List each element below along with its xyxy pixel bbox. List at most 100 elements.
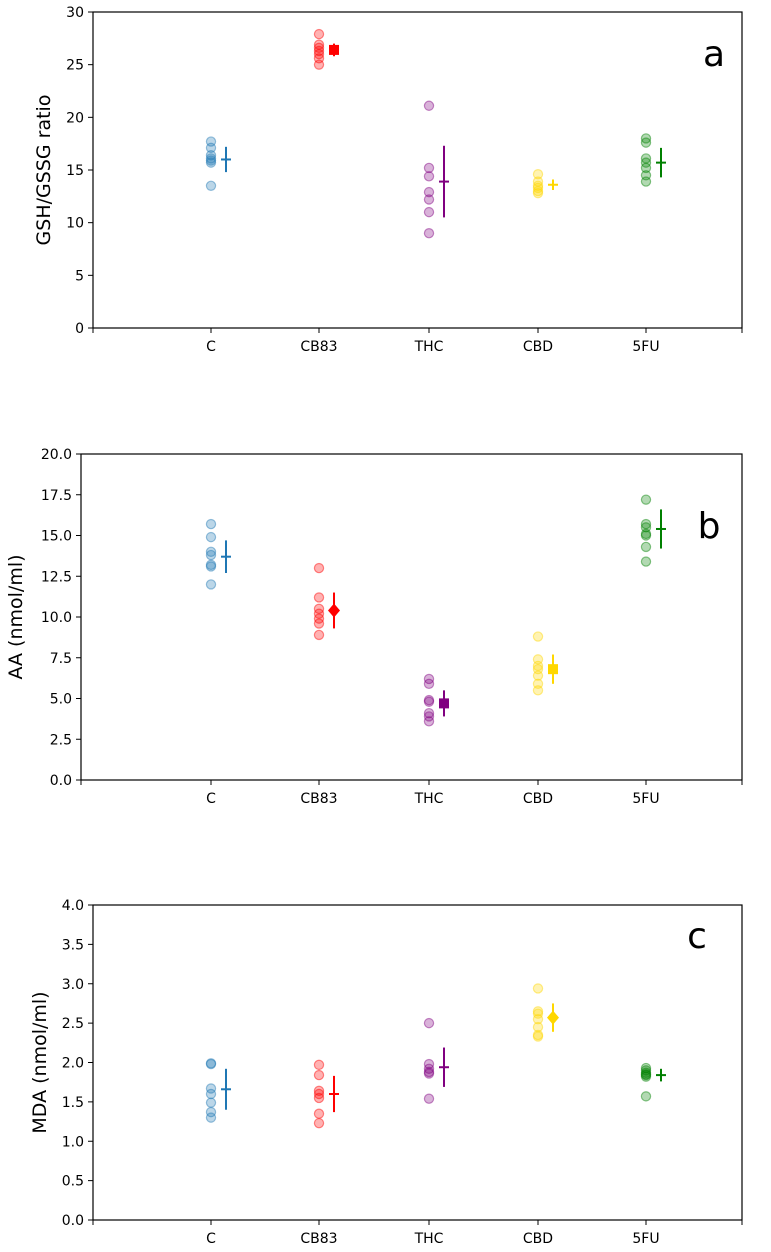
panel-label: b [698, 506, 721, 547]
data-point [313, 618, 325, 629]
data-point [640, 157, 652, 168]
data-point [423, 162, 435, 174]
data-point [205, 1097, 217, 1108]
y-tick-label: 5 [75, 268, 84, 284]
y-tick-label: 30 [66, 5, 84, 21]
data-point [423, 1063, 435, 1075]
data-point [532, 169, 544, 180]
y-tick-label: 0.0 [50, 773, 72, 789]
data-point [423, 696, 435, 707]
data-point [640, 137, 652, 148]
data-point [205, 531, 217, 543]
data-point [532, 983, 544, 994]
mean-marker [547, 1010, 559, 1025]
x-tick-label: C [206, 1231, 216, 1247]
data-point [313, 42, 325, 54]
data-point [313, 48, 325, 60]
data-point [640, 1062, 652, 1074]
data-point [423, 206, 435, 218]
y-tick-label: 2.5 [62, 1016, 84, 1032]
data-point [313, 1069, 325, 1081]
data-point [532, 187, 544, 199]
data-point [313, 613, 325, 624]
data-point [313, 28, 325, 40]
data-point [205, 518, 217, 530]
data-point [205, 1058, 217, 1070]
y-tick-label: 0.5 [62, 1174, 84, 1190]
data-point [532, 1029, 544, 1041]
y-tick-label: 17.5 [41, 488, 72, 504]
x-tick-label: C [206, 791, 216, 807]
y-tick-label: 1.0 [62, 1134, 84, 1150]
data-point [423, 186, 435, 198]
x-tick-label: CB83 [300, 339, 337, 355]
y-tick-label: 10.0 [41, 610, 72, 626]
data-point [313, 1117, 325, 1129]
data-point [205, 157, 217, 168]
data-point [423, 673, 435, 685]
y-tick-label: 3.5 [62, 937, 84, 953]
y-axis-label: GSH/GSSG ratio [33, 95, 55, 246]
x-tick-label: C [206, 339, 216, 355]
data-point [640, 494, 652, 505]
data-point [640, 541, 652, 553]
y-tick-label: 20 [66, 110, 84, 126]
mean-marker [329, 44, 339, 55]
data-point [205, 155, 217, 166]
data-point [205, 579, 217, 590]
y-tick-label: 15 [66, 163, 84, 179]
mean-marker [328, 603, 340, 618]
data-point [423, 694, 435, 706]
data-point [205, 1058, 217, 1069]
data-point [640, 153, 652, 164]
data-point [423, 194, 435, 205]
data-point [640, 528, 652, 540]
y-tick-label: 3.0 [62, 977, 84, 993]
data-point [532, 182, 544, 194]
data-point [532, 678, 544, 690]
data-point [313, 39, 325, 50]
data-point [423, 1066, 435, 1078]
y-tick-label: 7.5 [50, 651, 72, 667]
data-point [532, 685, 544, 696]
data-point [313, 562, 325, 574]
y-tick-label: 20.0 [41, 447, 72, 463]
data-point [532, 1006, 544, 1017]
data-point [532, 660, 544, 672]
panel-b: AA (nmol/ml) b 0.0 2.5 5.0 7.5 10.0 12.5 15.0 1… [5, 447, 743, 807]
data-point [532, 180, 544, 191]
data-point [423, 711, 435, 722]
data-point [205, 549, 217, 561]
data-point [313, 45, 325, 57]
y-tick-label: 25 [66, 58, 84, 74]
data-point [640, 1067, 652, 1078]
x-tick-label: CBD [523, 791, 553, 807]
y-tick-label: 2.5 [50, 732, 72, 748]
data-point [640, 1065, 652, 1076]
data-point [205, 180, 217, 191]
x-tick-label: THC [414, 339, 444, 355]
panel-label: a [703, 34, 725, 75]
data-point [640, 170, 652, 181]
y-axis-label: AA (nmol/ml) [5, 554, 27, 679]
data-point [205, 1112, 217, 1123]
data-point [532, 631, 544, 642]
x-tick-label: CBD [523, 1231, 553, 1247]
data-point [423, 1058, 435, 1070]
x-tick-label: 5FU [632, 1231, 659, 1247]
data-point [423, 678, 435, 690]
data-point [423, 171, 435, 182]
data-point [640, 1069, 652, 1080]
data-point [423, 707, 435, 719]
y-tick-label: 0 [75, 321, 84, 337]
panel-a: GSH/GSSG ratio a 0 5 10 15 20 25 30 C CB83 THC CBD… [33, 5, 743, 355]
data-point [532, 1013, 544, 1025]
data-point [313, 608, 325, 619]
mean-marker [439, 698, 449, 709]
data-point [205, 559, 217, 571]
y-tick-label: 12.5 [41, 569, 72, 585]
panel-c: MDA (nmol/ml) c 0.0 0.5 1.0 1.5 2.0 2.5 3.0 3.5… [29, 898, 743, 1247]
data-point [640, 176, 652, 187]
x-tick-label: 5FU [632, 339, 659, 355]
data-point [532, 176, 544, 187]
